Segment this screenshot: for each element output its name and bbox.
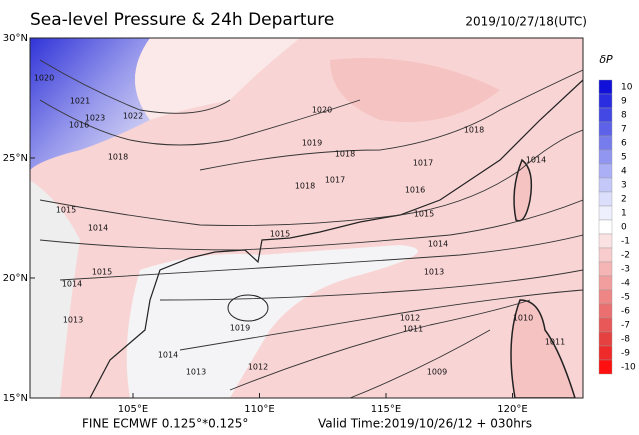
colorbar-cell	[598, 93, 613, 109]
isobar-label: 1015	[92, 268, 112, 277]
model-label: FINE ECMWF 0.125°*0.125°	[82, 417, 248, 431]
isobar-label: 1018	[335, 150, 355, 159]
colorbar-cell	[598, 317, 613, 333]
lon-label: 120°E	[497, 404, 527, 415]
lon-label: 110°E	[244, 404, 274, 415]
colorbar-label: 1	[621, 209, 627, 219]
colorbar-label: 3	[621, 181, 627, 191]
colorbar-cell	[598, 331, 613, 347]
colorbar-cell	[598, 219, 613, 235]
colorbar-cell	[598, 289, 613, 305]
colorbar-cell	[598, 163, 613, 179]
colorbar-cell	[598, 247, 613, 263]
colorbar-label: -2	[621, 251, 630, 261]
isobar-label: 1022	[123, 112, 143, 121]
colorbar-label: -8	[621, 335, 630, 345]
colorbar-label: 10	[621, 83, 633, 93]
colorbar-cell	[598, 233, 613, 249]
isobar-label: 1014	[88, 224, 108, 233]
lat-label: 20°N	[3, 273, 28, 284]
isobar-label: 1012	[248, 363, 268, 372]
title: Sea-level Pressure & 24h Departure	[30, 10, 334, 30]
colorbar-label: -9	[621, 349, 630, 359]
colorbar-cell	[598, 345, 613, 361]
colorbar-cell	[598, 205, 613, 221]
isobar-label: 1012	[400, 314, 420, 323]
colorbar-cell	[598, 261, 613, 277]
isobar-label: 1011	[545, 338, 565, 347]
isobar-label: 1023	[85, 114, 105, 123]
isobar-label: 1013	[186, 368, 206, 377]
colorbar-cell	[598, 275, 613, 291]
colorbar-label: 4	[621, 167, 627, 177]
valid-label: Valid Time:2019/10/26/12 + 030hrs	[318, 417, 532, 431]
isobar-label: 1014	[526, 156, 546, 165]
isobar-label: 1017	[325, 176, 345, 185]
colorbar-cell	[598, 107, 613, 123]
colorbar-cell	[598, 121, 613, 137]
colorbar-cell	[598, 177, 613, 193]
isobar-label: 1013	[63, 316, 83, 325]
colorbar-label: 8	[621, 111, 627, 121]
colorbar-cell	[598, 359, 613, 375]
colorbar-label: 2	[621, 195, 627, 205]
lon-label: 115°E	[371, 404, 401, 415]
colorbar-label: -4	[621, 279, 630, 289]
lat-label: 25°N	[3, 153, 28, 164]
colorbar-label: -7	[621, 321, 630, 331]
colorbar-label: -10	[621, 363, 636, 373]
isobar-label: 1017	[413, 159, 433, 168]
lat-label: 15°N	[3, 393, 28, 404]
colorbar-label: -1	[621, 237, 630, 247]
valid-time-stamp: 2019/10/27/18(UTC)	[465, 15, 587, 29]
isobar-label: 1014	[62, 280, 82, 289]
isobar-label: 1018	[464, 126, 484, 135]
isobar-label: 1009	[427, 368, 447, 377]
isobar-label: 1021	[70, 97, 90, 106]
colorbar-label: -5	[621, 293, 630, 303]
colorbar-title: δP	[599, 53, 613, 66]
colorbar-cell	[598, 79, 613, 95]
colorbar-cell	[598, 135, 613, 151]
isobar-label: 1013	[424, 268, 444, 277]
isobar-label: 1010	[513, 314, 533, 323]
colorbar-label: 5	[621, 153, 627, 163]
isobar-label: 1020	[312, 106, 332, 115]
isobar-label: 1018	[108, 153, 128, 162]
colorbar-label: -3	[621, 265, 630, 275]
colorbar-cell	[598, 191, 613, 207]
colorbar-cell	[598, 303, 613, 319]
isobar-label: 1011	[403, 325, 423, 334]
isobar-label: 1019	[230, 324, 250, 333]
isobar-label: 1014	[158, 351, 178, 360]
colorbar-label: -6	[621, 307, 630, 317]
isobar-label: 1014	[428, 240, 448, 249]
isobar-label: 1016	[405, 186, 425, 195]
colorbar-cell	[598, 149, 613, 165]
lon-label: 105°E	[118, 404, 148, 415]
isobar-label: 1019	[302, 139, 322, 148]
map-frame	[29, 37, 584, 399]
lat-label: 30°N	[3, 33, 28, 44]
colorbar-label: 0	[621, 223, 627, 233]
isobar-label: 1015	[56, 206, 76, 215]
colorbar-label: 9	[621, 97, 627, 107]
isobar-label: 1016	[69, 121, 89, 130]
colorbar-label: 6	[621, 139, 627, 149]
isobar-label: 1015	[414, 210, 434, 219]
isobar-label: 1020	[34, 74, 54, 83]
isobar-label: 1015	[270, 230, 290, 239]
colorbar-label: 7	[621, 125, 627, 135]
map-area	[30, 38, 583, 398]
isobar-label: 1018	[295, 182, 315, 191]
